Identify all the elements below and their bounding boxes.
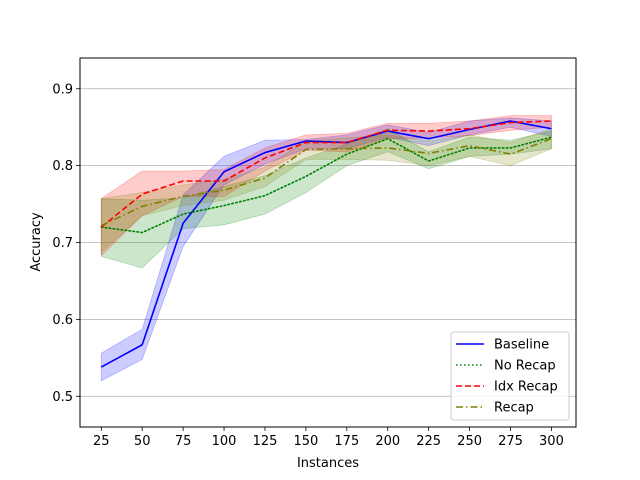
- line-no-recap: [100, 136, 553, 234]
- x-tick-label: 75: [175, 434, 192, 449]
- legend-entries: Baseline No Recap Idx Recap Recap: [456, 338, 558, 416]
- x-tick-label: 25: [93, 434, 110, 449]
- y-tick-label: 0.7: [52, 236, 73, 251]
- band-no-recap: [100, 128, 552, 269]
- x-tick-label: 175: [334, 434, 359, 449]
- x-tick-label: 250: [457, 434, 482, 449]
- series-lines: [100, 120, 553, 368]
- axis-ticks: 0.5 0.6 0.7 0.8 0.9 25 50 75 100 125 150 175 200 225 2…: [52, 82, 564, 449]
- legend-box: [450, 331, 570, 421]
- legend: Baseline No Recap Idx Recap Recap: [450, 331, 570, 421]
- band-recap: [100, 128, 552, 253]
- y-tick-label: 0.6: [52, 313, 73, 328]
- line-recap: [100, 137, 552, 227]
- y-tick-label: 0.8: [52, 159, 73, 174]
- legend-label: Baseline: [494, 338, 549, 353]
- x-tick-label: 200: [375, 434, 400, 449]
- y-tick-label: 0.5: [52, 390, 73, 405]
- y-axis-label: Accuracy: [29, 212, 44, 272]
- x-tick-label: 50: [134, 434, 151, 449]
- legend-label: Recap: [494, 401, 534, 416]
- x-tick-label: 100: [212, 434, 237, 449]
- line-idx-recap: [100, 120, 552, 228]
- y-tick-label: 0.9: [52, 82, 73, 97]
- legend-label: Idx Recap: [494, 380, 558, 395]
- x-tick-label: 150: [293, 434, 318, 449]
- x-axis-label: Instances: [297, 456, 359, 471]
- x-tick-label: 125: [253, 434, 278, 449]
- legend-label: No Recap: [494, 359, 556, 374]
- x-tick-label: 300: [539, 434, 564, 449]
- x-tick-label: 225: [416, 434, 441, 449]
- band-idx-recap: [100, 115, 552, 257]
- x-tick-label: 275: [498, 434, 523, 449]
